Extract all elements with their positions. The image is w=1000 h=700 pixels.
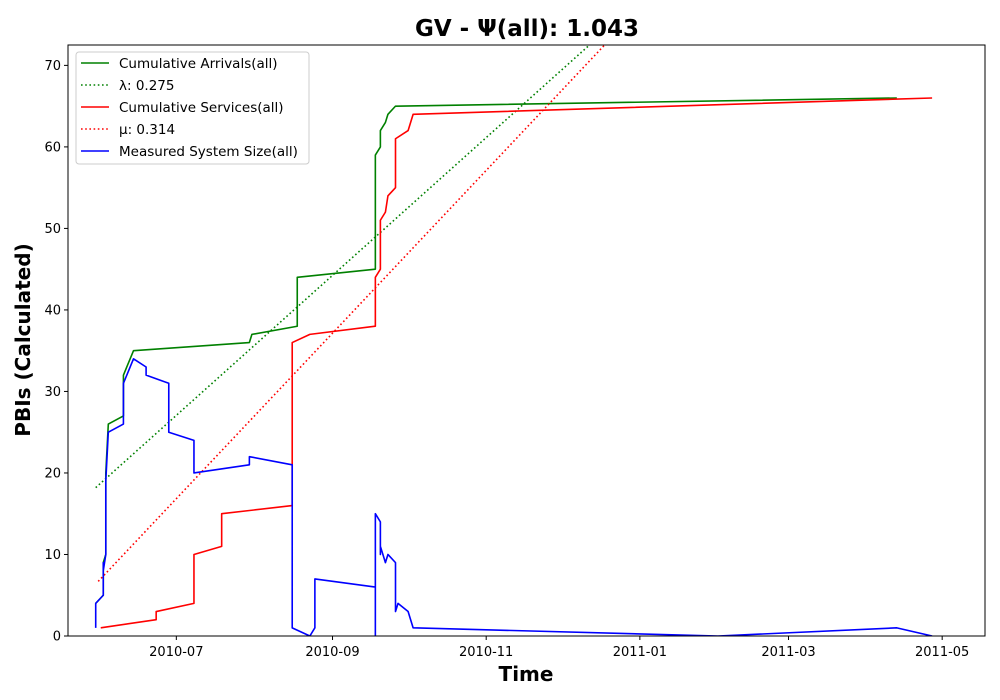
y-tick-label: 0 [53, 630, 61, 645]
legend-box [75, 51, 310, 165]
y-tick-label: 60 [44, 140, 61, 155]
series-line-4 [94, 358, 933, 636]
series-line-3 [97, 45, 606, 582]
y-tick-label: 50 [44, 222, 61, 237]
y-tick-label: 40 [44, 303, 61, 318]
x-tick-label: 2010-07 [149, 645, 203, 660]
legend-label: Measured System Size(all) [119, 144, 298, 160]
series-line-0 [95, 97, 897, 604]
x-tick-label: 2011-03 [761, 645, 815, 660]
y-axis-title: PBIs (Calculated) [11, 243, 35, 436]
series-line-2 [100, 97, 933, 629]
y-tick-label: 20 [44, 466, 61, 481]
chart-title: GV - Ψ(all): 1.043 [415, 16, 639, 42]
x-tick-label: 2010-09 [305, 645, 359, 660]
y-tick-label: 30 [44, 385, 61, 400]
y-tick-label: 10 [44, 548, 61, 563]
plot-frame [67, 44, 986, 637]
series-layer [94, 45, 933, 636]
x-tick-label: 2011-05 [915, 645, 969, 660]
legend-label: μ: 0.314 [119, 122, 175, 138]
legend-label: Cumulative Services(all) [119, 100, 284, 116]
x-axis-title: Time [499, 662, 554, 686]
legend: Cumulative Arrivals(all) λ: 0.275 Cumulati… [75, 51, 310, 165]
x-tick-label: 2010-11 [459, 645, 513, 660]
legend-label: Cumulative Arrivals(all) [119, 56, 278, 72]
legend-label: λ: 0.275 [119, 78, 174, 94]
series-line-1 [95, 45, 591, 489]
x-tick-label: 2011-01 [613, 645, 667, 660]
y-tick-label: 70 [44, 59, 61, 74]
ticks-layer: 0 10 20 30 40 50 60 70 2010-07 2010-09 2010-11 2011… [44, 59, 969, 660]
